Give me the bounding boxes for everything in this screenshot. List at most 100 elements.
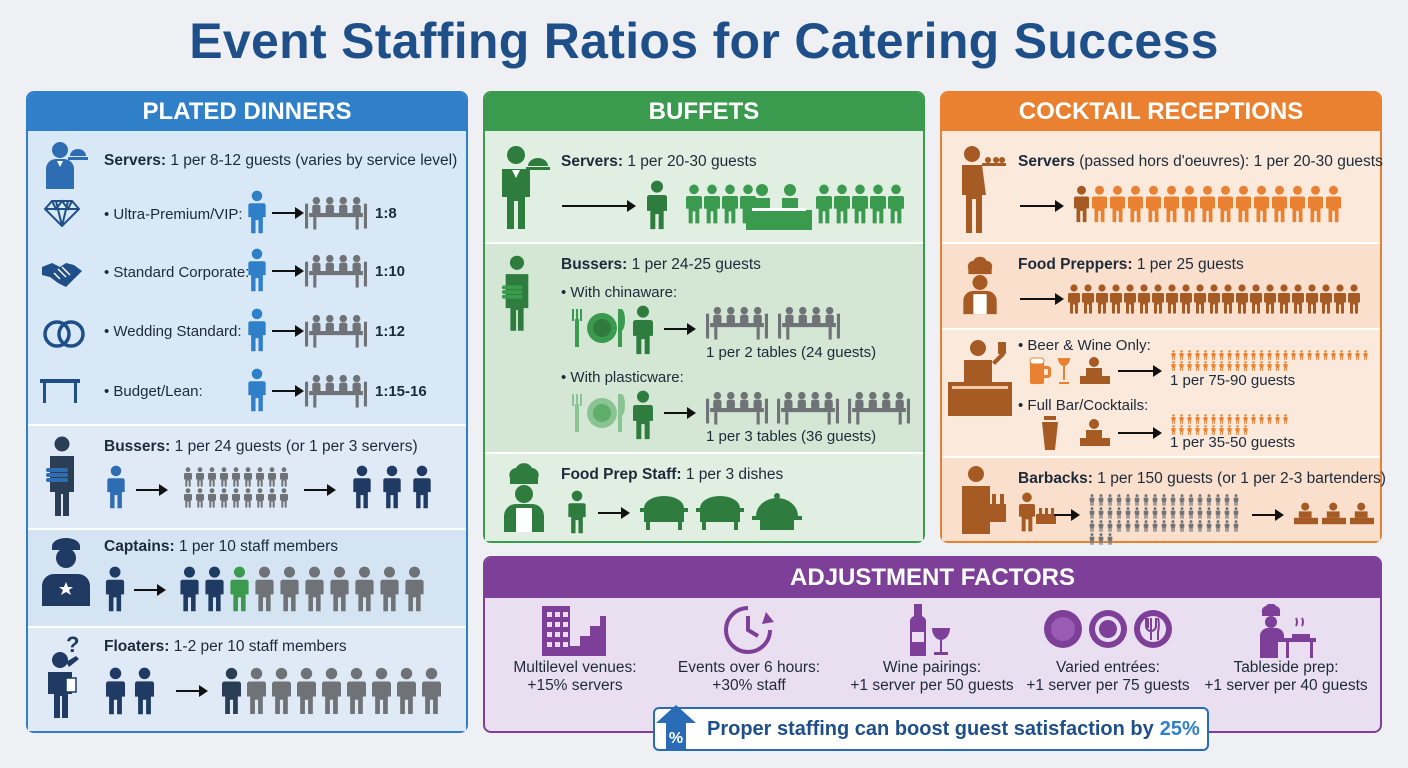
diamond-icon <box>44 199 80 227</box>
guest-crowd <box>1074 180 1341 228</box>
tableside-chef-icon <box>1260 604 1316 658</box>
arrow <box>1020 200 1064 212</box>
level-vip-label: • Ultra-Premium/VIP: <box>104 206 243 223</box>
buffet-table-icon <box>746 184 812 230</box>
arrow <box>304 484 336 496</box>
plasticware-label: • With plasticware: <box>561 369 684 386</box>
arrow <box>272 265 304 277</box>
cocktail-shaker-icon <box>1042 416 1058 450</box>
arrow <box>664 407 696 419</box>
arrow <box>664 323 696 335</box>
plated-captains-text: Captains: 1 per 10 staff members <box>104 538 339 555</box>
chafing-dish-icon <box>640 496 688 530</box>
arrow <box>1252 509 1284 521</box>
beer-and-wine-icon <box>1029 357 1070 384</box>
bartender-group <box>1294 500 1374 526</box>
clock-icon <box>724 606 774 654</box>
page-title: Event Staffing Ratios for Catering Succe… <box>189 13 1219 69</box>
barback-icon <box>962 466 1006 534</box>
adjustment-multilevel: Multilevel venues: +15% servers <box>513 659 637 694</box>
chef-icon <box>504 463 544 532</box>
buffets-heading: BUFFETS <box>485 93 923 131</box>
buffet-server-icon <box>502 146 550 229</box>
building-icon <box>542 606 606 656</box>
guest-crowd <box>1170 350 1370 371</box>
plated-floaters-section <box>28 626 466 731</box>
adjustment-factors-heading: ADJUSTMENT FACTORS <box>485 558 1380 598</box>
arrow <box>1118 427 1162 439</box>
ratio-vip: 1:8 <box>375 205 397 222</box>
busser-figure <box>632 390 654 440</box>
banner-value: 25% <box>1159 717 1200 740</box>
chinaware-ratio: 1 per 2 tables (24 guests) <box>706 344 877 361</box>
adjustment-factors-panel: ADJUSTMENT FACTORS <box>483 556 1382 733</box>
badge-symbol: % <box>669 730 683 747</box>
arrow <box>272 207 304 219</box>
guest-crowd <box>184 467 294 508</box>
server-with-tray-icon <box>962 146 1006 233</box>
busser-with-plates-icon <box>46 436 74 516</box>
table-group <box>706 305 840 341</box>
chinaware-label: • With chinaware: <box>561 284 678 301</box>
arrow <box>134 584 166 596</box>
plated-dinners-heading: PLATED DINNERS <box>28 93 466 131</box>
server-group <box>352 465 432 509</box>
full-bar-ratio: 1 per 35-50 guests <box>1170 434 1296 451</box>
server-figure <box>247 190 267 234</box>
arrow <box>272 325 304 337</box>
beer-wine-ratio: 1 per 75-90 guests <box>1170 372 1296 389</box>
table-icon <box>40 379 80 403</box>
handshake-icon <box>42 263 82 287</box>
arrow <box>272 385 304 397</box>
arrow <box>176 685 208 697</box>
server-with-cloche-icon <box>46 142 88 189</box>
buffet-server-figure <box>646 180 668 230</box>
plated-floaters-text: Floaters: 1-2 per 10 staff members <box>104 638 347 655</box>
plated-servers-text: Servers: 1 per 8-12 guests (varies by se… <box>104 152 458 169</box>
cocktail-servers-text: Servers (passed hors d'oeuvres): 1 per 2… <box>1018 153 1383 170</box>
guest-crowd <box>1170 414 1290 435</box>
buffet-bussers-text: Bussers: 1 per 24-25 guests <box>561 256 761 273</box>
chef-icon <box>963 256 997 315</box>
floater-pair <box>105 667 155 715</box>
plasticware-ratio: 1 per 3 tables (36 guests) <box>706 428 877 445</box>
adjustment-wine-pairings: Wine pairings: +1 server per 50 guests <box>850 659 1014 694</box>
entree-plates-icon <box>1044 610 1172 648</box>
server-figure <box>247 308 267 352</box>
plate-and-cutlery-icon <box>572 309 626 347</box>
bartender-small-icon <box>1080 357 1110 384</box>
level-wedding-label: • Wedding Standard: <box>104 323 242 340</box>
wedding-rings-icon <box>43 320 85 348</box>
dining-table-icon <box>305 373 367 409</box>
captain-figure <box>105 566 125 612</box>
dining-table-icon <box>305 195 367 231</box>
table-group <box>706 390 910 426</box>
ratio-corporate: 1:10 <box>375 263 406 280</box>
adjustment-long-events: Events over 6 hours: +30% staff <box>677 659 821 694</box>
ratio-wedding: 1:12 <box>375 323 406 340</box>
guest-crowd <box>1088 494 1246 545</box>
guest-crowd <box>816 180 904 228</box>
satisfaction-banner: Proper staffing can boost guest satisfac… <box>653 707 1209 751</box>
chafing-dish-icon <box>696 496 744 530</box>
bottle-crate-icon <box>1036 508 1056 524</box>
bartender-small-icon <box>1080 419 1110 446</box>
chef-figure <box>566 490 588 534</box>
beer-wine-label: • Beer & Wine Only: <box>1018 337 1151 354</box>
arrow <box>1054 509 1080 521</box>
banner-text: Proper staffing can boost guest satisfac… <box>707 717 1154 740</box>
barback-figure <box>1018 492 1036 532</box>
svg-text:?: ? <box>66 632 79 657</box>
busser-figure <box>632 305 654 355</box>
dining-table-icon <box>305 253 367 289</box>
adjustment-tableside-prep: Tableside prep: +1 server per 40 guests <box>1204 659 1368 694</box>
arrow <box>562 200 636 212</box>
full-bar-label: • Full Bar/Cocktails: <box>1018 397 1149 414</box>
food-preppers-section <box>942 242 1380 328</box>
server-figure <box>247 248 267 292</box>
barbacks-section <box>942 456 1380 541</box>
cloche-icon <box>752 493 802 530</box>
busser-with-plates-icon <box>501 255 529 331</box>
server-figure <box>247 368 267 412</box>
guest-crowd <box>1068 282 1360 316</box>
